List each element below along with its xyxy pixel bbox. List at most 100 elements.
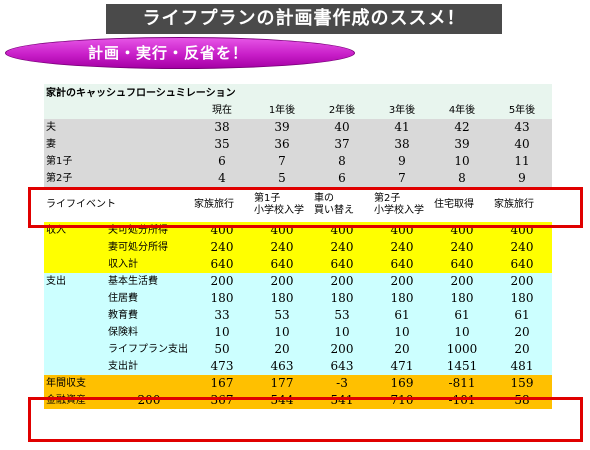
income-row: 収入計 640 640 640 640 640 640 [44, 256, 552, 273]
expense-label: 基本生活費 [106, 273, 192, 290]
age-value: 40 [312, 119, 372, 136]
empty-cell [106, 136, 192, 153]
assets-value: -101 [432, 392, 492, 409]
assets-value: 541 [312, 392, 372, 409]
expense-value: 200 [432, 273, 492, 290]
age-row: 夫 38 39 40 41 42 43 [44, 119, 552, 136]
expense-value: 463 [252, 358, 312, 375]
expense-value: 10 [252, 324, 312, 341]
assets-row: 金融資産 200 367 544 541 710 -101 58 [44, 392, 552, 409]
life-event-label: ライフイベント [44, 187, 192, 222]
expense-value: 61 [492, 307, 552, 324]
assets-label: 金融資産 [44, 392, 106, 409]
expense-value: 20 [252, 341, 312, 358]
expense-group-label: 支出 [44, 273, 106, 290]
assets-value: 58 [492, 392, 552, 409]
expense-value: 20 [372, 341, 432, 358]
banner-title: ライフプランの計画書作成のススメ！ [106, 4, 502, 34]
age-value: 41 [372, 119, 432, 136]
expense-label: 保険料 [106, 324, 192, 341]
age-value: 7 [372, 170, 432, 187]
age-value: 9 [372, 153, 432, 170]
expense-value: 180 [492, 290, 552, 307]
table-title: 家計のキャッシュフローシュミレーション [44, 84, 552, 102]
age-row: 妻 35 36 37 38 39 40 [44, 136, 552, 153]
expense-value: 20 [492, 324, 552, 341]
subtitle-text: 計画・実行・反省を！ [88, 44, 249, 62]
empty-cell [44, 341, 106, 358]
income-value: 240 [252, 239, 312, 256]
balance-value: 169 [372, 375, 432, 392]
income-value: 640 [372, 256, 432, 273]
expense-label: 教育費 [106, 307, 192, 324]
life-event-row: ライフイベント 家族旅行 第1子 小学校入学 車の 買い替え 第2子 小学校入学 住宅取得 家族旅… [44, 187, 552, 222]
expense-value: 53 [312, 307, 372, 324]
life-event-text: 住宅取得 [434, 198, 474, 210]
expense-value: 61 [372, 307, 432, 324]
expense-value: 471 [372, 358, 432, 375]
life-event-value: 第1子 小学校入学 [252, 187, 312, 222]
expense-value: 53 [252, 307, 312, 324]
age-value: 35 [192, 136, 252, 153]
income-value: 400 [252, 222, 312, 239]
expense-row: 支出計 473 463 643 471 1451 481 [44, 358, 552, 375]
expense-row: ライフプラン支出 50 20 200 20 1000 20 [44, 341, 552, 358]
year-header: 現在 [192, 102, 252, 119]
income-group-label: 収入 [44, 222, 106, 239]
life-event-text: 家族旅行 [494, 198, 534, 210]
income-row: 妻可処分所得 240 240 240 240 240 240 [44, 239, 552, 256]
expense-value: 10 [372, 324, 432, 341]
life-event-text: 家族旅行 [194, 198, 234, 210]
income-value: 640 [312, 256, 372, 273]
income-label: 収入計 [106, 256, 192, 273]
empty-cell [106, 170, 192, 187]
expense-label: 支出計 [106, 358, 192, 375]
age-row: 第1子 6 7 8 9 10 11 [44, 153, 552, 170]
expense-value: 1000 [432, 341, 492, 358]
income-value: 400 [312, 222, 372, 239]
expense-row: 保険料 10 10 10 10 10 20 [44, 324, 552, 341]
expense-value: 10 [192, 324, 252, 341]
age-value: 8 [312, 153, 372, 170]
expense-value: 200 [312, 273, 372, 290]
expense-value: 200 [312, 341, 372, 358]
expense-value: 481 [492, 358, 552, 375]
subtitle-oval [5, 37, 355, 69]
header-empty-cell [106, 102, 192, 119]
expense-row: 教育費 33 53 53 61 61 61 [44, 307, 552, 324]
income-value: 640 [432, 256, 492, 273]
expense-value: 33 [192, 307, 252, 324]
life-event-value: 第2子 小学校入学 [372, 187, 432, 222]
expense-value: 180 [252, 290, 312, 307]
balance-value: 159 [492, 375, 552, 392]
income-value: 240 [312, 239, 372, 256]
income-value: 400 [432, 222, 492, 239]
expense-value: 643 [312, 358, 372, 375]
age-value: 36 [252, 136, 312, 153]
age-value: 7 [252, 153, 312, 170]
expense-value: 10 [312, 324, 372, 341]
empty-cell [44, 307, 106, 324]
life-event-text: 買い替え [314, 204, 354, 216]
empty-cell [106, 375, 192, 392]
life-event-value: 家族旅行 [192, 187, 252, 222]
life-event-text: 第1子 [254, 192, 281, 204]
empty-cell [106, 153, 192, 170]
life-event-text: 小学校入学 [254, 204, 304, 216]
empty-cell [44, 290, 106, 307]
expense-row: 支出 基本生活費 200 200 200 200 200 200 [44, 273, 552, 290]
empty-cell [44, 358, 106, 375]
expense-label: 住居費 [106, 290, 192, 307]
expense-label: ライフプラン支出 [106, 341, 192, 358]
table-title-row: 家計のキャッシュフローシュミレーション [44, 84, 552, 102]
expense-value: 200 [192, 273, 252, 290]
age-value: 10 [432, 153, 492, 170]
expense-value: 473 [192, 358, 252, 375]
balance-label: 年間収支 [44, 375, 106, 392]
age-value: 39 [252, 119, 312, 136]
age-value: 43 [492, 119, 552, 136]
age-value: 4 [192, 170, 252, 187]
income-value: 240 [372, 239, 432, 256]
empty-cell [44, 324, 106, 341]
income-value: 240 [432, 239, 492, 256]
